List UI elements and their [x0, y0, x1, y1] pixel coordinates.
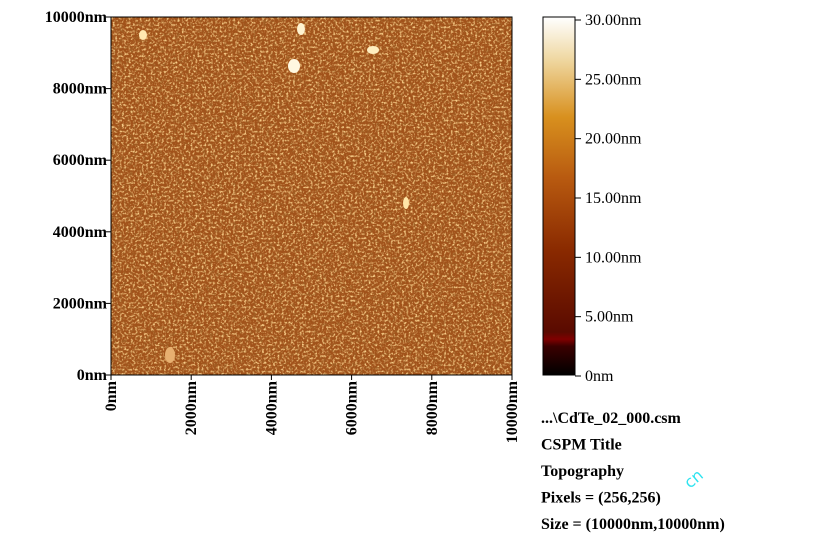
x-tick-label: 10000nm [504, 380, 521, 443]
info-line: Topography [541, 463, 624, 480]
y-tick-label: 8000nm [53, 81, 108, 98]
colorbar-label: 10.00nm [585, 249, 642, 266]
y-tick-label: 2000nm [53, 295, 108, 312]
image-frame [110, 16, 513, 376]
y-tick-label: 6000nm [53, 152, 108, 169]
info-line: CSPM Title [541, 437, 622, 454]
labels: 0nm 2000nm 4000nm 6000nm 8000nm 10000nm 0nm 200… [45, 9, 725, 533]
watermark: cn [680, 465, 707, 492]
x-tick-label: 4000nm [263, 380, 280, 435]
info-line: Pixels = (256,256) [541, 490, 661, 507]
y-tick-label: 10000nm [45, 9, 108, 26]
y-tick-label: 4000nm [53, 224, 108, 241]
colorbar-label: 5.00nm [585, 309, 634, 326]
x-tick-label: 2000nm [183, 380, 200, 435]
info-line: Size = (10000nm,10000nm) [541, 516, 725, 533]
x-tick-label: 8000nm [424, 380, 441, 435]
colorbar [542, 16, 576, 376]
colorbar-label: 0nm [585, 368, 614, 385]
x-tick-label: 6000nm [344, 380, 361, 435]
info-line: ...\CdTe_02_000.csm [541, 410, 682, 427]
y-tick-label: 0nm [77, 367, 108, 384]
colorbar-label: 20.00nm [585, 131, 642, 148]
colorbar-label: 25.00nm [585, 71, 642, 88]
colorbar-label: 30.00nm [585, 12, 642, 29]
topography-image [111, 17, 512, 375]
colorbar-label: 15.00nm [585, 190, 642, 207]
x-tick-label: 0nm [103, 380, 120, 411]
